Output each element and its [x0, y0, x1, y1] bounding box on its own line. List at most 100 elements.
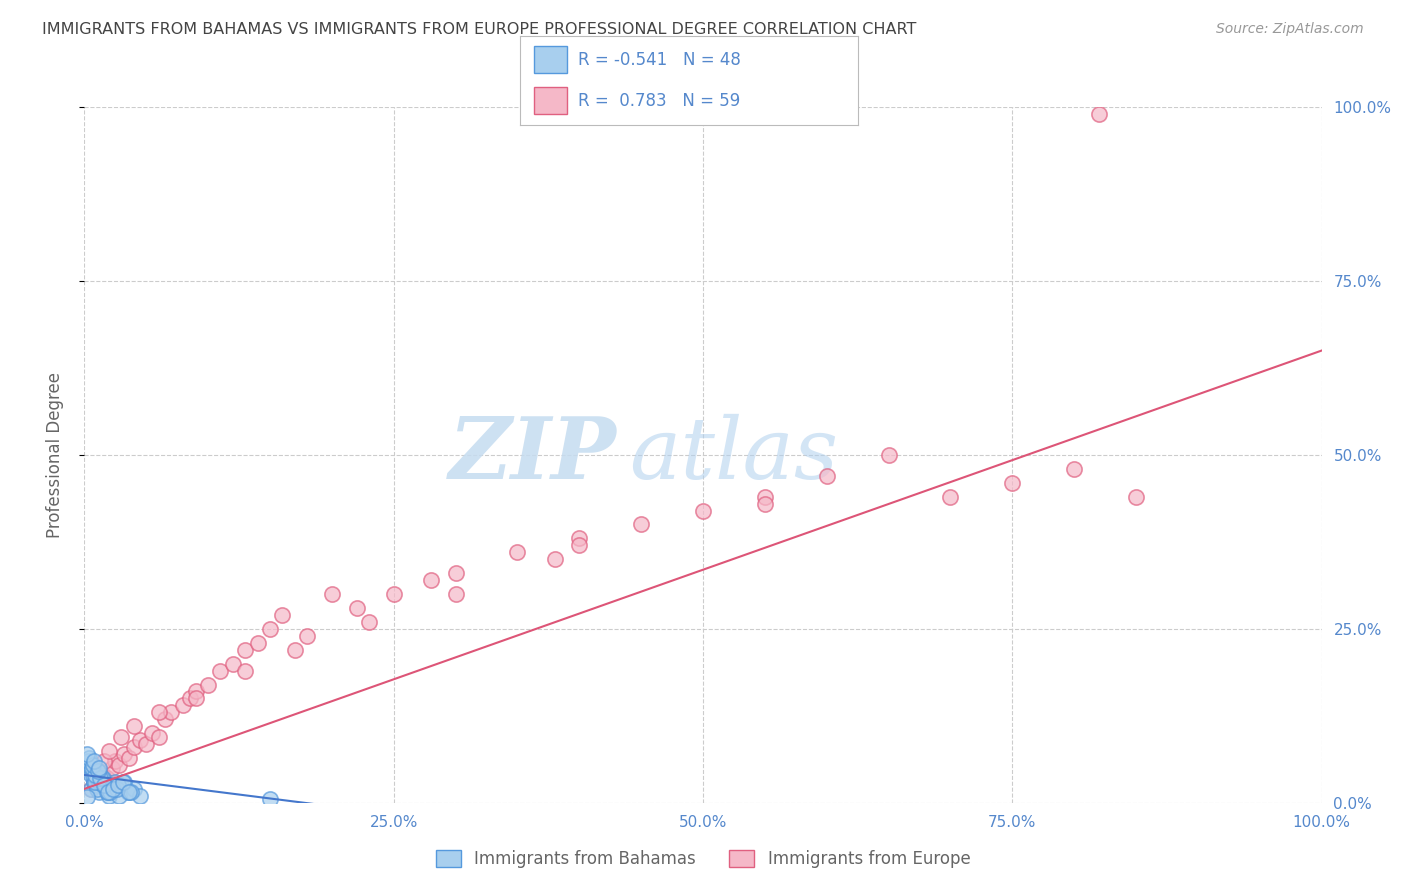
- Point: [101, 781, 124, 796]
- Point: [815, 468, 838, 483]
- Point: [91, 768, 114, 782]
- Point: [110, 730, 132, 744]
- Point: [346, 601, 368, 615]
- Text: R = -0.541   N = 48: R = -0.541 N = 48: [578, 51, 741, 69]
- Point: [91, 772, 114, 786]
- Point: [79, 781, 101, 796]
- Text: atlas: atlas: [628, 414, 838, 496]
- Point: [122, 719, 145, 733]
- Point: [172, 698, 194, 713]
- Point: [568, 532, 591, 546]
- Point: [83, 775, 105, 789]
- Point: [100, 761, 122, 775]
- Point: [184, 684, 207, 698]
- Point: [246, 636, 269, 650]
- Point: [754, 497, 776, 511]
- Point: [110, 778, 132, 792]
- Point: [135, 737, 157, 751]
- Point: [84, 768, 107, 782]
- Point: [104, 754, 127, 768]
- Point: [89, 764, 111, 779]
- Point: [543, 552, 565, 566]
- Point: [877, 448, 900, 462]
- Point: [98, 789, 121, 803]
- Point: [1063, 462, 1085, 476]
- Point: [122, 740, 145, 755]
- Point: [120, 785, 142, 799]
- Point: [1001, 475, 1024, 490]
- Point: [148, 706, 170, 720]
- Point: [108, 789, 131, 803]
- Point: [153, 712, 176, 726]
- Point: [87, 764, 110, 779]
- Point: [79, 781, 101, 796]
- Point: [506, 545, 529, 559]
- Point: [91, 778, 114, 792]
- Point: [97, 785, 120, 799]
- Point: [179, 691, 201, 706]
- FancyBboxPatch shape: [534, 87, 568, 114]
- Point: [141, 726, 163, 740]
- Point: [86, 778, 108, 792]
- Point: [108, 757, 131, 772]
- Point: [89, 761, 111, 775]
- Point: [83, 775, 105, 789]
- Point: [271, 607, 294, 622]
- Point: [96, 781, 118, 796]
- Point: [419, 573, 441, 587]
- Point: [105, 781, 128, 796]
- Point: [93, 754, 115, 768]
- Point: [148, 730, 170, 744]
- Point: [112, 747, 135, 761]
- Point: [184, 691, 207, 706]
- Point: [444, 587, 467, 601]
- Point: [82, 757, 104, 772]
- Point: [233, 642, 256, 657]
- Point: [83, 775, 105, 789]
- Point: [83, 775, 105, 789]
- Point: [160, 706, 183, 720]
- Point: [86, 778, 108, 792]
- Point: [76, 790, 98, 805]
- Point: [79, 761, 101, 775]
- Point: [93, 778, 115, 792]
- Point: [89, 775, 111, 789]
- Point: [100, 781, 122, 796]
- Point: [129, 733, 152, 747]
- Point: [1088, 107, 1111, 121]
- Point: [754, 490, 776, 504]
- Point: [233, 664, 256, 678]
- Point: [222, 657, 245, 671]
- Point: [568, 538, 591, 552]
- Point: [118, 750, 141, 764]
- Point: [117, 785, 139, 799]
- Point: [259, 622, 281, 636]
- Point: [1125, 490, 1147, 504]
- Text: R =  0.783   N = 59: R = 0.783 N = 59: [578, 92, 740, 110]
- Point: [80, 761, 103, 775]
- Text: IMMIGRANTS FROM BAHAMAS VS IMMIGRANTS FROM EUROPE PROFESSIONAL DEGREE CORRELATIO: IMMIGRANTS FROM BAHAMAS VS IMMIGRANTS FR…: [42, 22, 917, 37]
- Point: [107, 778, 129, 792]
- Point: [98, 744, 121, 758]
- Point: [96, 772, 118, 786]
- Point: [79, 768, 101, 782]
- Point: [692, 503, 714, 517]
- Point: [84, 775, 107, 789]
- Point: [79, 750, 101, 764]
- Point: [77, 754, 100, 768]
- Point: [89, 772, 111, 786]
- Point: [96, 785, 118, 799]
- Point: [284, 642, 307, 657]
- Point: [382, 587, 405, 601]
- Point: [197, 677, 219, 691]
- Point: [444, 566, 467, 581]
- Point: [86, 781, 108, 796]
- Legend: Immigrants from Bahamas, Immigrants from Europe: Immigrants from Bahamas, Immigrants from…: [429, 843, 977, 874]
- Point: [630, 517, 652, 532]
- Point: [111, 775, 134, 789]
- Y-axis label: Professional Degree: Professional Degree: [45, 372, 63, 538]
- Point: [83, 754, 105, 768]
- Point: [112, 775, 135, 789]
- Point: [90, 772, 112, 786]
- FancyBboxPatch shape: [534, 46, 568, 73]
